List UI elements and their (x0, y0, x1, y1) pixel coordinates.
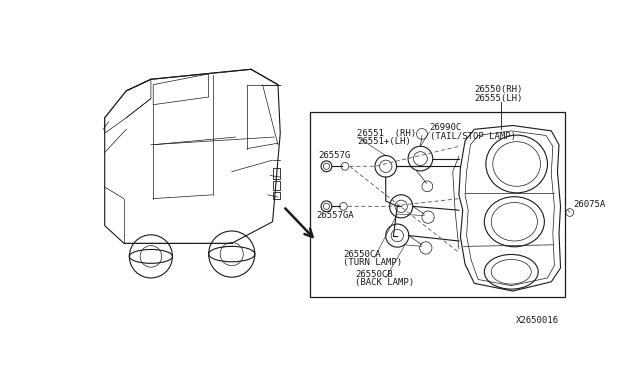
Bar (273, 181, 280, 190)
Bar (273, 192, 280, 199)
Text: 26550CB: 26550CB (355, 270, 392, 279)
Text: (TURN LAMP): (TURN LAMP) (344, 258, 403, 267)
Text: 26551+(LH): 26551+(LH) (357, 137, 411, 146)
Text: 26075A: 26075A (573, 200, 605, 209)
Text: 26550CA: 26550CA (344, 250, 381, 259)
Bar (273, 168, 280, 179)
Text: 26550(RH): 26550(RH) (475, 85, 523, 94)
Text: (BACK LAMP): (BACK LAMP) (355, 278, 414, 287)
Text: 26555(LH): 26555(LH) (475, 94, 523, 103)
Text: 26557GA: 26557GA (316, 211, 354, 220)
Text: 26557G: 26557G (319, 151, 351, 160)
Bar (310, 112, 565, 297)
Text: 26990C: 26990C (429, 123, 462, 132)
Text: (TAIL/STOP LAMP): (TAIL/STOP LAMP) (429, 132, 516, 141)
Text: 26551  (RH): 26551 (RH) (357, 129, 417, 138)
Text: X2650016: X2650016 (516, 316, 559, 325)
